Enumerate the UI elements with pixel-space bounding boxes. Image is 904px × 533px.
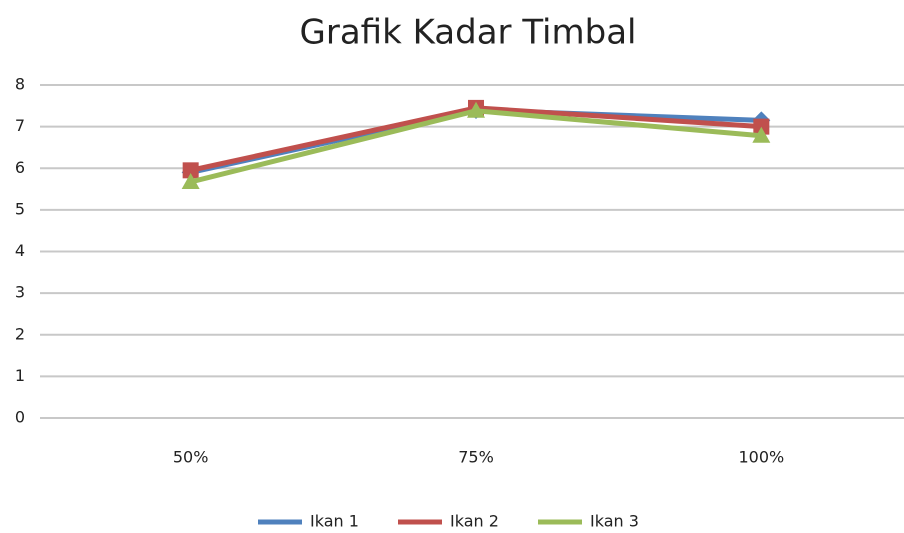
x-tick-label: 100% [738,448,784,467]
marker [753,118,770,135]
y-tick-label: 5 [15,199,25,218]
marker [752,126,771,143]
y-tick-label: 4 [15,241,25,260]
x-tick-label: 75% [458,448,494,467]
y-tick-label: 6 [15,158,25,177]
y-tick-label: 2 [15,324,25,343]
x-tick-label: 50% [173,448,209,467]
y-tick-label: 0 [15,408,25,427]
y-tick-label: 1 [15,366,25,385]
chart-title: Grafik Kadar Timbal [300,13,637,53]
y-tick-label: 3 [15,283,25,302]
legend-label: Ikan 1 [310,512,359,531]
y-tick-label: 7 [15,116,25,135]
y-tick-label: 8 [15,75,25,94]
marker [181,172,200,189]
marker [182,162,199,179]
legend-label: Ikan 2 [450,512,499,531]
marker [467,101,485,118]
legend-label: Ikan 3 [590,512,639,531]
